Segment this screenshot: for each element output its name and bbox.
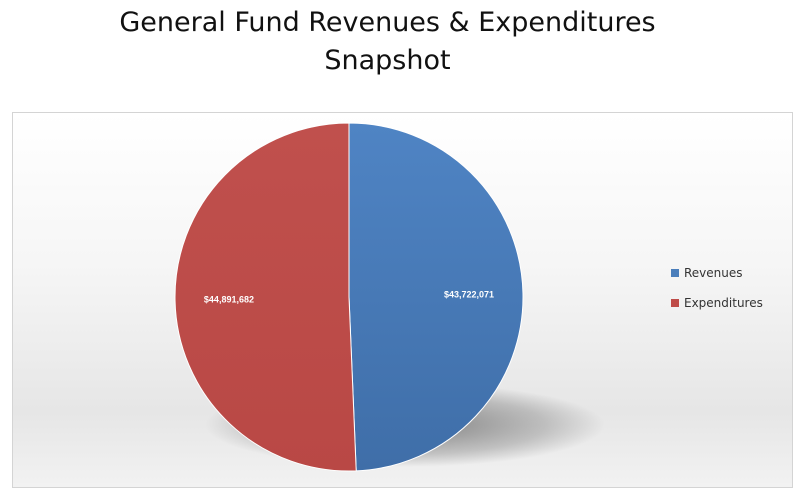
legend: Revenues Expenditures [671,258,763,318]
legend-swatch-expenditures [671,299,679,307]
chart-title-line-1: General Fund Revenues & Expenditures [119,7,656,38]
legend-item-expenditures: Expenditures [671,288,763,318]
chart-title-line-2: Snapshot [324,45,451,76]
data-label-revenues: $43,722,071 [444,290,494,300]
pie-slice-expenditures [174,122,357,472]
pie-slice-revenues [348,122,524,472]
legend-swatch-revenues [671,269,679,277]
legend-item-revenues: Revenues [671,258,763,288]
legend-label-revenues: Revenues [684,266,743,280]
legend-label-expenditures: Expenditures [684,296,763,310]
chart-title: General Fund Revenues & Expenditures Sna… [0,4,775,80]
data-label-expenditures: $44,891,682 [204,294,254,304]
